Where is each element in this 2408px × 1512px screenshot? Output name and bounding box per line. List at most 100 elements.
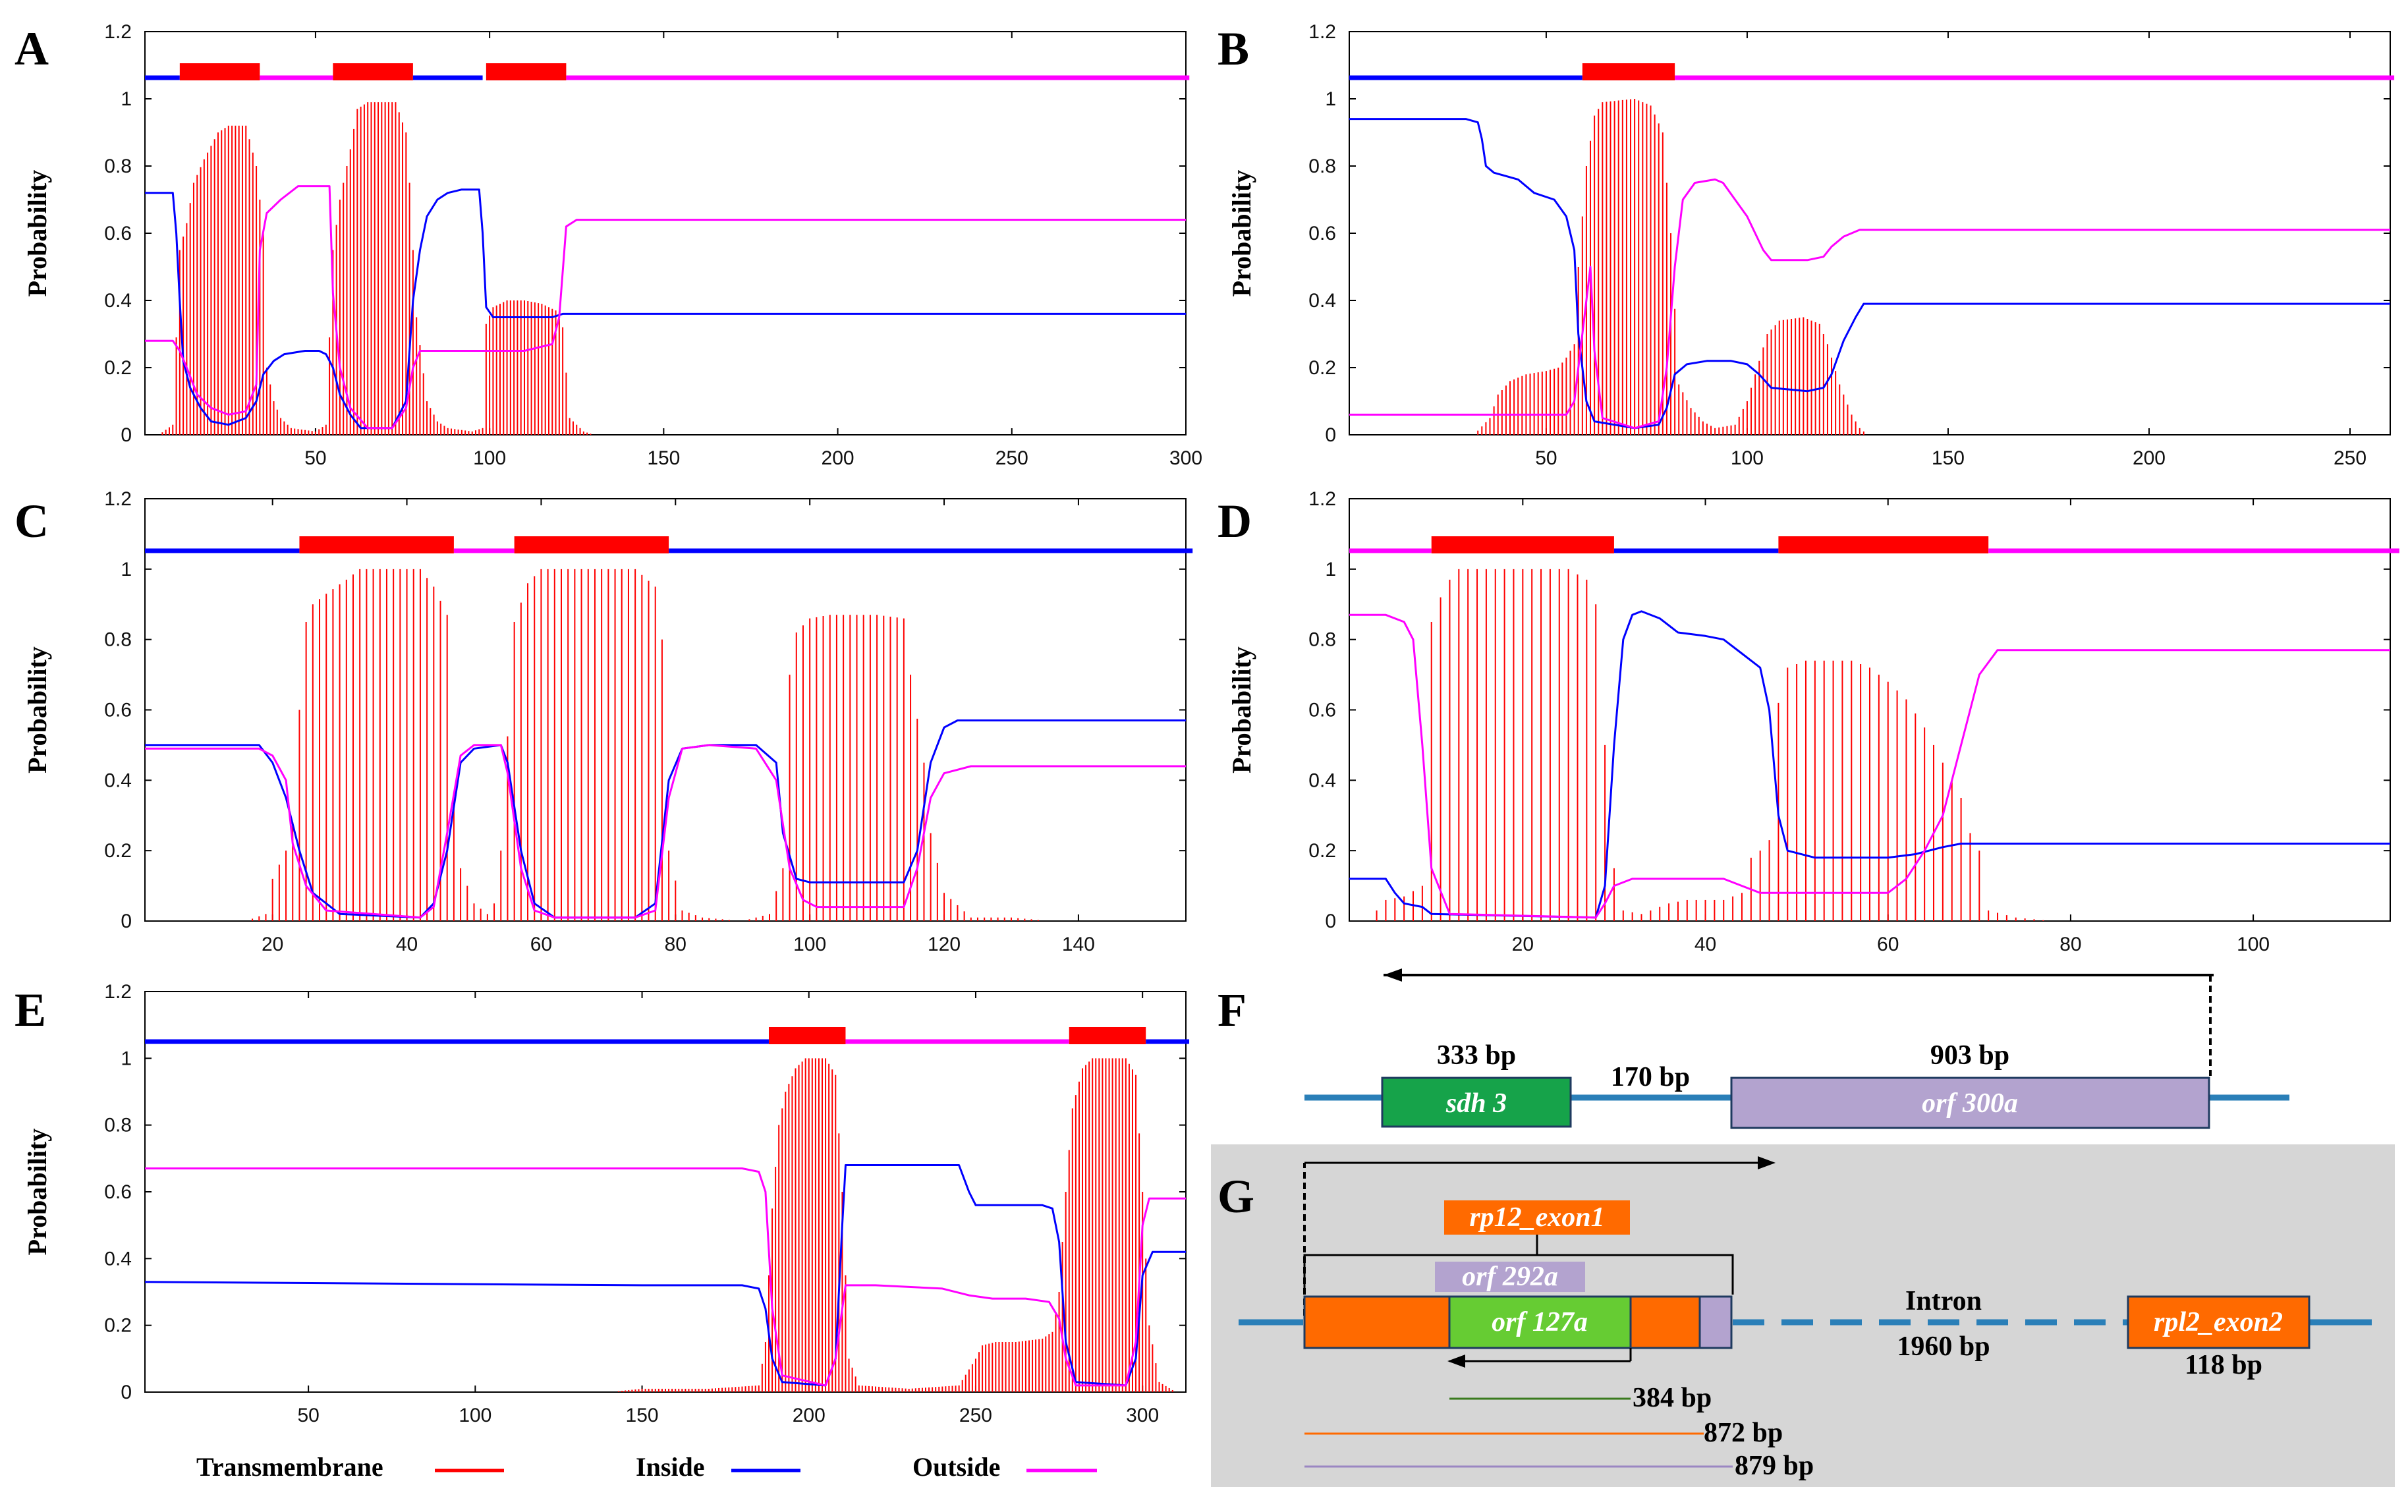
plot-frame-b <box>1349 31 2391 435</box>
x-tick-label: 150 <box>647 447 680 469</box>
x-tick-label: 200 <box>822 447 854 469</box>
y-tick-label: 0.2 <box>104 357 132 379</box>
y-tick-label: 1.2 <box>104 21 132 43</box>
legend-transmembrane-label: Transmembrane <box>196 1452 383 1482</box>
chart-d: 0 0.2 0.4 0.6 0.8 1 1.2 20 40 60 80 100 Probability <box>1227 488 2399 955</box>
topology-transmembrane-segment <box>1582 63 1675 80</box>
topology-transmembrane-segment <box>768 1027 846 1044</box>
orf127a-label: orf 127a <box>1492 1307 1588 1337</box>
sdh3-size: 333 bp <box>1437 1040 1516 1071</box>
y-tick-label: 0.6 <box>104 700 132 721</box>
topology-transmembrane-segment <box>299 536 454 553</box>
orf292a-label: orf 292a <box>1462 1262 1558 1292</box>
arrowhead-left-icon <box>1384 968 1402 982</box>
spacer-size: 170 bp <box>1611 1062 1690 1092</box>
intron-size: 1960 bp <box>1897 1331 1990 1362</box>
y-tick-label: 1 <box>1325 559 1336 580</box>
x-tick-label: 100 <box>793 934 826 955</box>
y-tick-label: 0 <box>1325 424 1336 446</box>
panel-label-f: F <box>1218 984 1246 1036</box>
plot-frame-e <box>144 991 1187 1393</box>
panel-label-b: B <box>1218 22 1249 75</box>
y-tick-label: 0.2 <box>1308 840 1336 862</box>
y-axis-label: Probability <box>22 170 52 297</box>
y-tick-label: 1 <box>121 559 132 580</box>
inside-probability-line <box>145 188 1186 430</box>
plot-frame-a <box>144 31 1187 435</box>
rpl2-exon1-label: rp12_exon1 <box>1469 1202 1604 1233</box>
orf127a-box <box>1448 1295 1632 1349</box>
legend: Transmembrane Inside Outside <box>196 1452 1097 1482</box>
y-tick-label: 0.4 <box>104 290 132 312</box>
y-tick-label: 0 <box>121 910 132 932</box>
x-tick-label: 50 <box>1535 447 1557 469</box>
x-tick-label: 300 <box>1126 1405 1159 1426</box>
topology-transmembrane-segment <box>1431 536 1614 553</box>
y-tick-label: 0.2 <box>104 1315 132 1337</box>
panel-f-gene-map: sdh 3 333 bp 170 bp orf 300a 903 bp <box>1304 968 2289 1129</box>
topology-transmembrane-segment <box>514 536 669 553</box>
length-label-879: 879 bp <box>1735 1451 1814 1481</box>
y-tick-label: 0.6 <box>1308 223 1336 244</box>
y-tick-label: 0.8 <box>1308 155 1336 177</box>
exon1-bracket <box>1303 1254 1734 1295</box>
topology-transmembrane-segment <box>486 63 567 80</box>
panel-label-g: G <box>1218 1170 1254 1223</box>
x-tick-label: 200 <box>2133 447 2166 469</box>
y-tick-label: 0.4 <box>104 1248 132 1270</box>
y-tick-label: 1.2 <box>1308 488 1336 510</box>
y-tick-label: 0.8 <box>1308 629 1336 651</box>
x-tick-label: 40 <box>1694 934 1716 955</box>
x-tick-label: 50 <box>304 447 326 469</box>
x-tick-label: 80 <box>665 934 686 955</box>
orf300a-box <box>1730 1077 2210 1129</box>
y-tick-label: 0.6 <box>1308 700 1336 721</box>
rpl2-exon2-label: rpl2_exon2 <box>2154 1307 2283 1337</box>
rpl2-exon1-tag <box>1444 1200 1630 1235</box>
chart-b: 0 0.2 0.4 0.6 0.8 1 1.2 50 100 150 200 250 Probabili… <box>1227 21 2395 469</box>
outside-probability-line <box>145 185 1186 430</box>
outside-probability-line <box>1349 613 2390 919</box>
x-tick-label: 20 <box>1512 934 1534 955</box>
x-tick-label: 50 <box>297 1405 319 1426</box>
y-tick-label: 0.2 <box>1308 357 1336 379</box>
y-axis-label: Probability <box>1227 646 1256 773</box>
y-tick-label: 0 <box>1325 910 1336 932</box>
inside-probability-line <box>1349 610 2390 919</box>
x-tick-label: 250 <box>959 1405 992 1426</box>
y-tick-label: 0.4 <box>1308 290 1336 312</box>
arrowhead-left-icon <box>1447 1355 1465 1368</box>
panel-label-c: C <box>14 495 49 547</box>
length-label-384: 384 bp <box>1633 1383 1712 1413</box>
x-tick-label: 80 <box>2059 934 2081 955</box>
outside-probability-line <box>145 744 1186 919</box>
x-tick-label: 40 <box>396 934 418 955</box>
y-axis-label: Probability <box>22 646 52 773</box>
x-tick-label: 100 <box>1731 447 1764 469</box>
panel-label-d: D <box>1218 495 1252 547</box>
y-tick-label: 0.8 <box>104 155 132 177</box>
inside-probability-line <box>144 1164 1186 1387</box>
sdh3-label: sdh 3 <box>1445 1088 1507 1119</box>
y-axis-label: Probability <box>1227 170 1256 297</box>
x-tick-label: 20 <box>262 934 283 955</box>
y-tick-label: 0.6 <box>104 1181 132 1203</box>
y-tick-label: 1 <box>121 1048 132 1069</box>
y-tick-label: 0.4 <box>104 770 132 791</box>
legend-inside-label: Inside <box>636 1452 705 1482</box>
x-tick-label: 100 <box>2237 934 2270 955</box>
x-tick-label: 100 <box>459 1405 491 1426</box>
orf292a-tail-box <box>1698 1295 1733 1349</box>
y-tick-label: 1.2 <box>104 488 132 510</box>
x-tick-label: 120 <box>928 934 961 955</box>
chart-e: 0 0.2 0.4 0.6 0.8 1 1.2 50 100 150 200 250 300 Probab… <box>22 981 1190 1426</box>
y-tick-label: 0 <box>121 424 132 446</box>
x-tick-label: 250 <box>2334 447 2366 469</box>
inside-probability-line <box>1349 118 2390 430</box>
orf300a-size: 903 bp <box>1930 1040 2009 1071</box>
y-axis-label: Probability <box>22 1129 52 1256</box>
legend-outside-label: Outside <box>912 1452 1000 1482</box>
y-tick-label: 0 <box>121 1382 132 1403</box>
topology-transmembrane-segment <box>179 63 260 80</box>
